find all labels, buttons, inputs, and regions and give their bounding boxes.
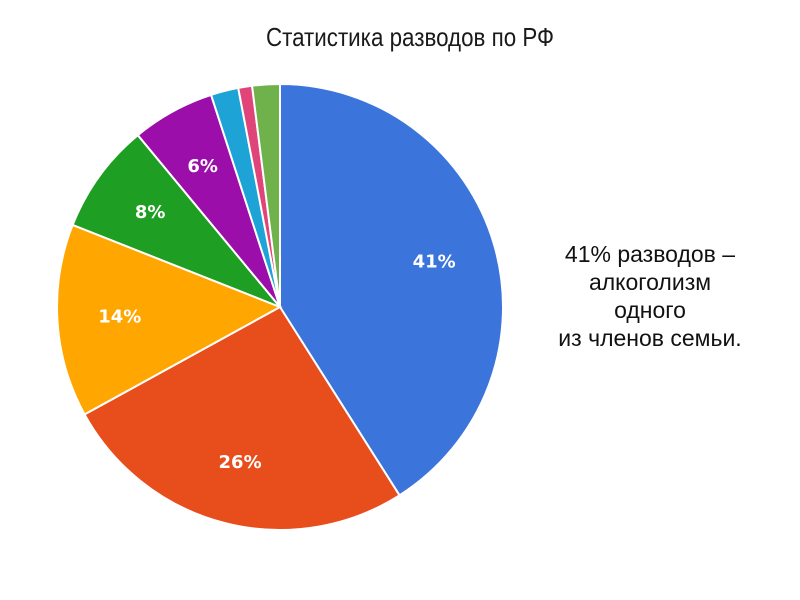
annotation-text: 41% разводов – алкоголизм одного из член… <box>540 240 760 352</box>
annotation-line: из членов семьи. <box>558 325 742 351</box>
annotation-line: алкоголизм <box>588 269 712 295</box>
pie-slice <box>83 305 401 531</box>
slice-label: 8% <box>135 202 166 223</box>
pie-slice <box>279 82 504 497</box>
slice-label: 41% <box>413 252 456 273</box>
slice-label: 14% <box>98 307 141 328</box>
pie-slice <box>250 82 281 308</box>
pie-slice <box>71 133 281 308</box>
slice-label: 26% <box>219 452 262 473</box>
chart-title: Статистика разводов по РФ <box>265 22 555 52</box>
pie-slice <box>56 223 283 416</box>
annotation-line: 41% разводов – <box>564 241 736 267</box>
slice-label: 6% <box>187 156 218 177</box>
annotation-line: одного <box>614 297 686 323</box>
